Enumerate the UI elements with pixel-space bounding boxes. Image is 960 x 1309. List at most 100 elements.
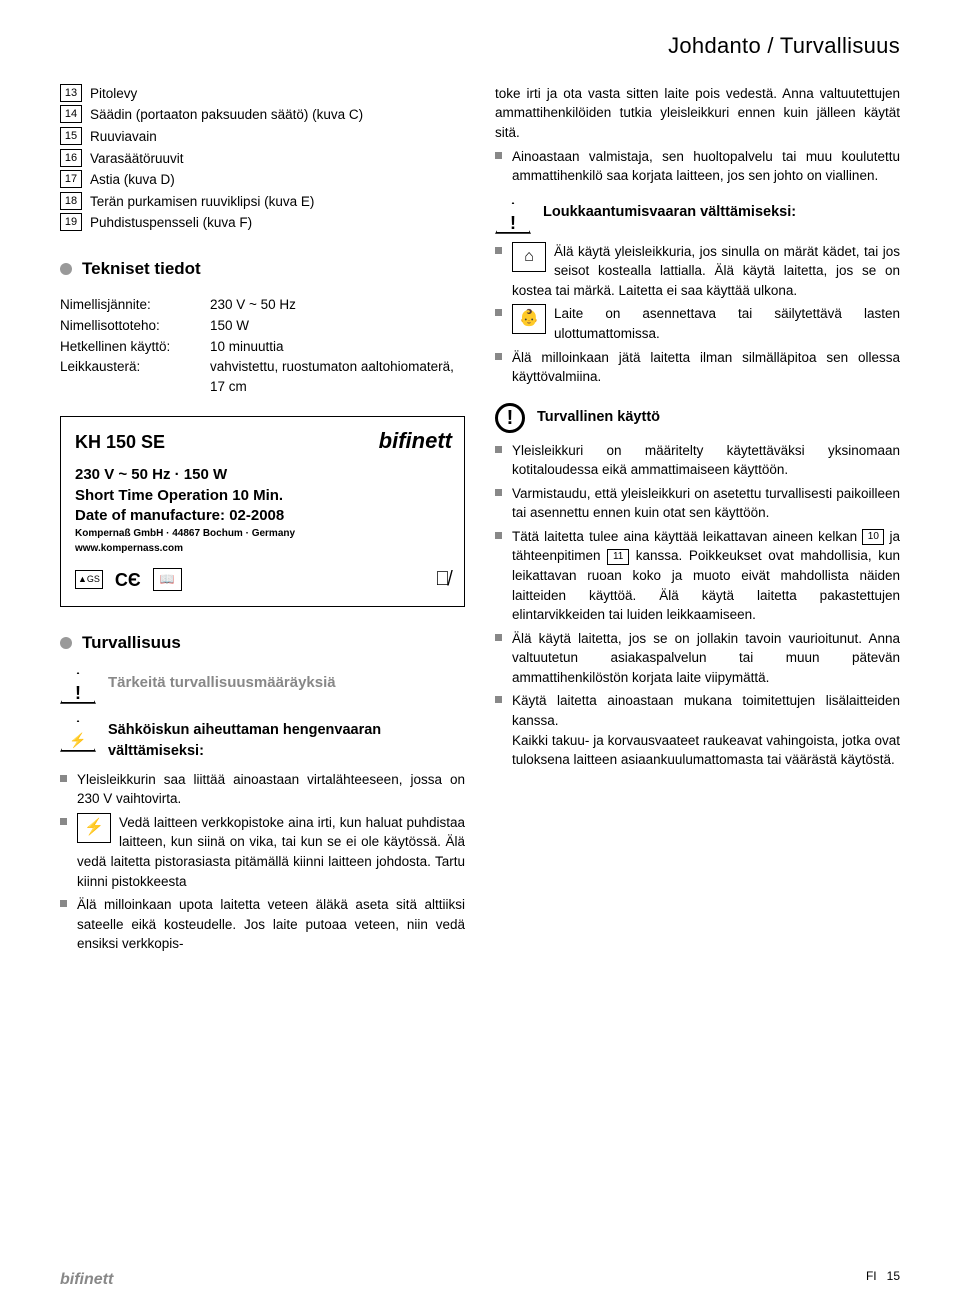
square-bullet-icon bbox=[495, 696, 502, 703]
safe-use-list: Yleisleikkuri on määritelty käytettäväks… bbox=[495, 441, 900, 770]
bullet-inner-text: Laite on asennettava tai säilytettävä la… bbox=[554, 306, 900, 341]
safe-use-subhead: Turvallinen käyttö bbox=[537, 407, 660, 428]
part-item: 17Astia (kuva D) bbox=[60, 170, 465, 190]
page-footer: bifinett FI 15 bbox=[60, 1268, 900, 1291]
square-bullet-icon bbox=[495, 353, 502, 360]
list-item: 👶 Laite on asennettava tai säilytettävä l… bbox=[495, 304, 900, 343]
right-column: toke irti ja ota vasta sitten laite pois… bbox=[495, 84, 900, 958]
shock-subhead: Sähköiskun aiheuttaman hengenvaaran vält… bbox=[108, 720, 465, 762]
spec-value: 150 W bbox=[210, 316, 465, 336]
bullet-text: Yleisleikkuri on määritelty käytettäväks… bbox=[512, 441, 900, 480]
list-item: Yleisleikkuri on määritelty käytettäväks… bbox=[495, 441, 900, 480]
bullet-text: Älä milloinkaan jätä laitetta ilman silm… bbox=[512, 348, 900, 387]
spec-value: vahvistettu, ruostumaton aaltohiomaterä,… bbox=[210, 357, 465, 396]
square-bullet-icon bbox=[495, 247, 502, 254]
bullet-text: 👶 Laite on asennettava tai säilytettävä l… bbox=[512, 304, 900, 343]
part-number: 19 bbox=[60, 213, 82, 231]
list-item: ⌂Älä käytä yleisleikkuria, jos sinulla o… bbox=[495, 242, 900, 301]
bullet-text: Yleisleikkurin saa liittää ainoastaan vi… bbox=[77, 770, 465, 809]
bullet-text: Varmistaudu, että yleisleikkuri on asete… bbox=[512, 484, 900, 523]
list-item: Käytä laitetta ainoastaan mukana toimite… bbox=[495, 691, 900, 769]
spec-row: Leikkausterä:vahvistettu, ruostumaton aa… bbox=[60, 357, 465, 396]
warning-icon bbox=[495, 202, 531, 234]
parts-list: 13Pitolevy14Säädin (portaaton paksuuden … bbox=[60, 84, 465, 233]
spec-value: 10 minuuttia bbox=[210, 337, 465, 357]
brand-logo: bifinett bbox=[379, 425, 452, 457]
bullet-text: Älä milloinkaan upota laitetta veteen äl… bbox=[77, 895, 465, 954]
part-item: 13Pitolevy bbox=[60, 84, 465, 104]
warning-icon bbox=[60, 672, 96, 704]
spec-row: Nimellisottoteho:150 W bbox=[60, 316, 465, 336]
ref-box: 11 bbox=[607, 549, 629, 565]
square-bullet-icon bbox=[60, 818, 67, 825]
list-item: Älä milloinkaan upota laitetta veteen äl… bbox=[60, 895, 465, 954]
bullet-inner-text: Vedä laitteen verkkopistoke aina irti, k… bbox=[77, 815, 465, 889]
list-item: Varmistaudu, että yleisleikkuri on asete… bbox=[495, 484, 900, 523]
part-number: 14 bbox=[60, 105, 82, 123]
unplug-icon: ⚡ bbox=[77, 813, 111, 843]
footer-lang: FI bbox=[866, 1269, 877, 1283]
part-number: 15 bbox=[60, 127, 82, 145]
shock-danger-row: Sähköiskun aiheuttaman hengenvaaran vält… bbox=[60, 720, 465, 762]
rating-plate: bifinett KH 150 SE 230 V ~ 50 Hz · 150 W… bbox=[60, 416, 465, 607]
shock-icon bbox=[60, 720, 96, 752]
part-label: Puhdistuspensseli (kuva F) bbox=[90, 213, 252, 233]
page-header: Johdanto / Turvallisuus bbox=[60, 30, 900, 62]
footer-page: FI 15 bbox=[866, 1268, 900, 1291]
bullet-text: ⌂Älä käytä yleisleikkuria, jos sinulla o… bbox=[512, 242, 900, 301]
spec-label: Nimellisottoteho: bbox=[60, 316, 210, 336]
part-label: Ruuviavain bbox=[90, 127, 157, 147]
square-bullet-icon bbox=[495, 152, 502, 159]
list-item: Älä käytä laitetta, jos se on jollakin t… bbox=[495, 629, 900, 688]
list-item: Yleisleikkurin saa liittää ainoastaan vi… bbox=[60, 770, 465, 809]
tech-heading: Tekniset tiedot bbox=[82, 257, 201, 282]
plate-line5: www.kompernass.com bbox=[75, 543, 450, 556]
part-item: 15 Ruuviavain bbox=[60, 127, 465, 147]
square-bullet-icon bbox=[60, 900, 67, 907]
spec-label: Nimellisjännite: bbox=[60, 295, 210, 315]
part-number: 18 bbox=[60, 192, 82, 210]
spec-label: Leikkausterä: bbox=[60, 357, 210, 396]
part-item: 14Säädin (portaaton paksuuden säätö) (ku… bbox=[60, 105, 465, 125]
safety-section-head: Turvallisuus bbox=[60, 631, 465, 656]
safe-use-head-row: ! Turvallinen käyttö bbox=[495, 403, 900, 433]
spec-row: Nimellisjännite:230 V ~ 50 Hz bbox=[60, 295, 465, 315]
child-icon: 👶 bbox=[512, 304, 546, 334]
part-number: 16 bbox=[60, 149, 82, 167]
part-item: 18Terän purkamisen ruuviklipsi (kuva E) bbox=[60, 192, 465, 212]
bullet-icon bbox=[60, 637, 72, 649]
square-bullet-icon bbox=[495, 532, 502, 539]
bullet-icon bbox=[60, 263, 72, 275]
list-item: ⚡Vedä laitteen verkkopistoke aina irti, … bbox=[60, 813, 465, 891]
house-icon: ⌂ bbox=[512, 242, 546, 272]
left-bullet-list: Yleisleikkurin saa liittää ainoastaan vi… bbox=[60, 770, 465, 954]
bullet-text: ⚡Vedä laitteen verkkopistoke aina irti, … bbox=[77, 813, 465, 891]
bullet-text: Ainoastaan valmistaja, sen huoltopalvelu… bbox=[512, 147, 900, 186]
injury-subhead: Loukkaantumisvaaran välttämiseksi: bbox=[543, 202, 796, 223]
list-item: Tätä laitetta tulee aina käyttää leikatt… bbox=[495, 527, 900, 625]
spec-table: Nimellisjännite:230 V ~ 50 HzNimellisott… bbox=[60, 295, 465, 396]
spec-value: 230 V ~ 50 Hz bbox=[210, 295, 465, 315]
bullet-text: Käytä laitetta ainoastaan mukana toimite… bbox=[512, 691, 900, 769]
footer-brand: bifinett bbox=[60, 1268, 113, 1291]
safety-heading: Turvallisuus bbox=[82, 631, 181, 656]
plate-line4: Kompernaß GmbH · 44867 Bochum · Germany bbox=[75, 528, 450, 541]
tech-section-head: Tekniset tiedot bbox=[60, 257, 465, 282]
plate-line1: 230 V ~ 50 Hz · 150 W bbox=[75, 465, 450, 485]
list-item: Ainoastaan valmistaja, sen huoltopalvelu… bbox=[495, 147, 900, 186]
part-label: Astia (kuva D) bbox=[90, 170, 175, 190]
square-bullet-icon bbox=[495, 309, 502, 316]
ref-box: 10 bbox=[862, 529, 884, 545]
important-safety-row: Tärkeitä turvallisuusmääräyksiä bbox=[60, 672, 465, 704]
notice-icon: ! bbox=[495, 403, 525, 433]
part-item: 16Varasäätöruuvit bbox=[60, 149, 465, 169]
ce-icon: CЄ bbox=[115, 567, 141, 593]
plate-line2: Short Time Operation 10 Min. bbox=[75, 486, 450, 506]
part-label: Pitolevy bbox=[90, 84, 137, 104]
certification-marks: ▲GS CЄ 📖 🗑̸ bbox=[75, 565, 450, 594]
right-top-list: Ainoastaan valmistaja, sen huoltopalvelu… bbox=[495, 147, 900, 186]
continuation-text: toke irti ja ota vasta sitten laite pois… bbox=[495, 84, 900, 143]
bullet-text: Älä käytä laitetta, jos se on jollakin t… bbox=[512, 629, 900, 688]
tuv-icon: ▲GS bbox=[75, 570, 103, 589]
square-bullet-icon bbox=[495, 446, 502, 453]
